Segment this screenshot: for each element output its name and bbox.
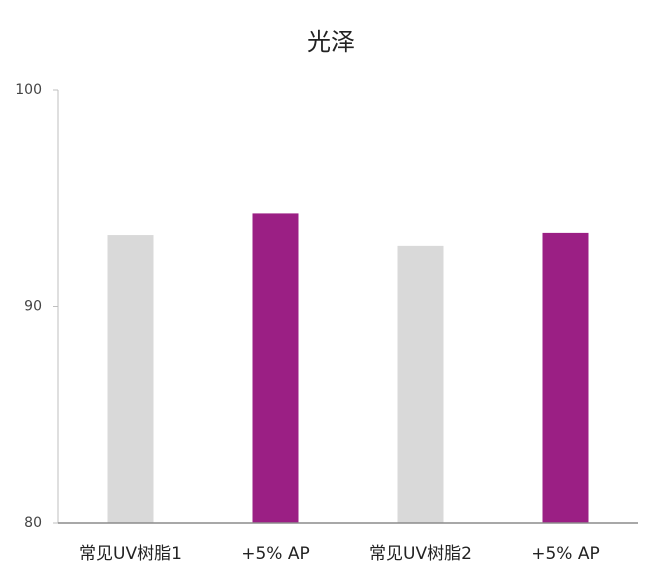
x-tick-label: +5% AP [241, 544, 310, 564]
bar [252, 213, 299, 523]
x-tick-label: 常见UV树脂2 [369, 544, 472, 564]
bar [542, 232, 589, 523]
chart-title: 光泽 [307, 28, 355, 56]
x-tick-label: 常见UV树脂1 [79, 544, 182, 564]
bar [107, 235, 154, 523]
y-tick-label: 80 [24, 515, 42, 531]
bar [397, 245, 444, 523]
x-tick-label: +5% AP [531, 544, 600, 564]
y-tick-label: 100 [15, 82, 42, 98]
y-tick-label: 90 [24, 299, 42, 315]
